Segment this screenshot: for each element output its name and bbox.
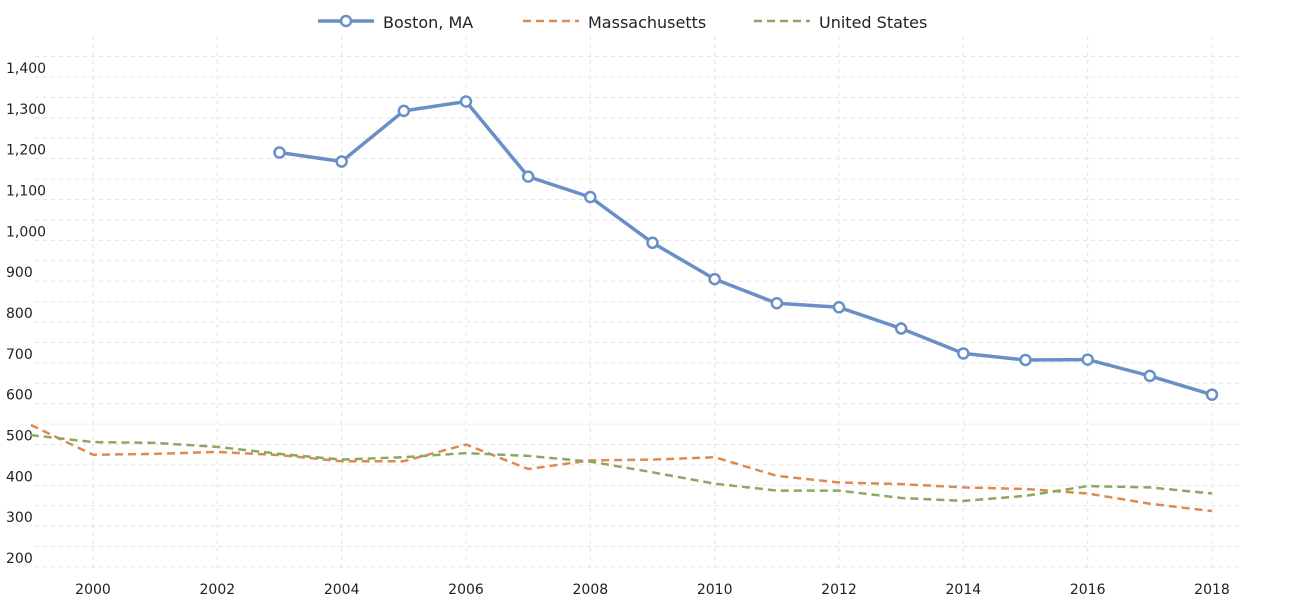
data-point-boston-ma [708, 272, 721, 286]
data-point-boston-ma [397, 104, 411, 118]
legend-item-boston-ma: Boston, MA [318, 13, 473, 32]
y-tick-label: 500 [6, 429, 33, 445]
legend-label-united-states: United States [819, 13, 927, 32]
legend-label-boston-ma: Boston, MA [383, 13, 473, 32]
series-massachusetts [30, 423, 1213, 513]
legend-marker-boston-ma [339, 14, 353, 28]
series-united-states [30, 433, 1213, 503]
data-point-boston-ma [1143, 369, 1157, 383]
series-line-boston-ma [279, 99, 1213, 397]
y-tick-label: 1,300 [6, 102, 46, 118]
grid [35, 36, 1243, 572]
x-axis: 2000 2002 2004 2006 2008 2010 2012 2014 2016 2018 [75, 582, 1230, 598]
y-tick-label: 700 [6, 347, 33, 363]
y-tick-label: 1,400 [6, 61, 46, 77]
data-point-boston-ma [459, 95, 473, 108]
series-layer [30, 95, 1219, 513]
y-tick-label: 600 [6, 388, 33, 404]
data-point-boston-ma [894, 322, 908, 335]
y-tick-label: 200 [6, 551, 33, 567]
legend: Boston, MA Massachusetts United States [318, 13, 927, 32]
series-line-massachusetts [30, 423, 1213, 513]
data-point-boston-ma [584, 190, 597, 204]
x-tick-label: 2004 [324, 582, 360, 598]
x-tick-label: 2016 [1070, 582, 1106, 598]
y-tick-label: 400 [6, 469, 33, 485]
x-tick-label: 2000 [75, 582, 111, 598]
legend-item-united-states: United States [754, 13, 927, 32]
x-tick-label: 2018 [1194, 582, 1230, 598]
y-tick-label: 1,100 [6, 184, 46, 200]
data-point-boston-ma [646, 236, 659, 250]
y-tick-label: 900 [6, 265, 33, 281]
x-tick-label: 2006 [448, 582, 484, 598]
data-point-boston-ma [521, 170, 535, 183]
data-point-boston-ma [273, 146, 286, 159]
data-point-boston-ma [1205, 388, 1219, 401]
y-tick-label: 300 [6, 510, 33, 526]
x-tick-label: 2012 [821, 582, 857, 598]
data-point-boston-ma [1019, 353, 1032, 367]
y-tick-label: 1,000 [6, 224, 46, 240]
y-axis: 200 300 400 500 600 700 800 900 1,000 1,100 1,200 1… [6, 61, 46, 567]
x-tick-label: 2014 [946, 582, 982, 598]
data-point-boston-ma [832, 301, 846, 314]
series-line-united-states [30, 433, 1213, 503]
x-tick-label: 2008 [573, 582, 609, 598]
y-tick-label: 800 [6, 306, 33, 322]
x-tick-label: 2002 [200, 582, 236, 598]
data-point-boston-ma [335, 155, 348, 168]
series-boston-ma [273, 95, 1219, 401]
legend-label-massachusetts: Massachusetts [588, 13, 706, 32]
data-point-boston-ma [1081, 353, 1094, 366]
y-tick-label: 1,200 [6, 143, 46, 159]
legend-item-massachusetts: Massachusetts [523, 13, 706, 32]
x-tick-label: 2010 [697, 582, 733, 598]
data-point-boston-ma [957, 347, 970, 360]
data-point-boston-ma [770, 296, 784, 310]
